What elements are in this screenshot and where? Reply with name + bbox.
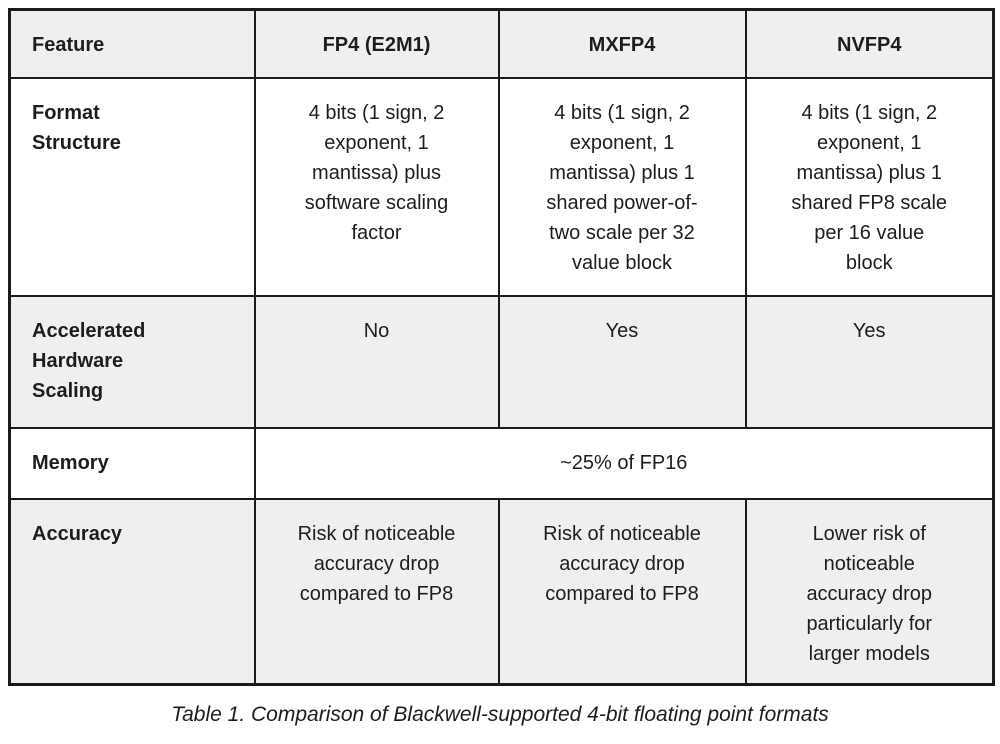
column-header-fp4-e2m1: FP4 (E2M1) (253, 8, 500, 79)
comparison-table: Feature FP4 (E2M1) MXFP4 NVFP4 Format St… (8, 8, 995, 686)
row-accuracy: Accuracy Risk of noticeable accuracy dro… (8, 497, 995, 686)
cell-memory-all-formats: ~25% of FP16 (253, 426, 995, 500)
row-header-memory: Memory (8, 426, 256, 500)
column-header-nvfp4: NVFP4 (744, 8, 995, 79)
cell-accuracy-nvfp4: Lower risk of noticeable accuracy drop p… (744, 497, 995, 686)
cell-hardware-scaling-nvfp4: Yes (744, 294, 995, 429)
header-row: Feature FP4 (E2M1) MXFP4 NVFP4 (8, 8, 995, 79)
cell-accuracy-fp4: Risk of noticeable accuracy drop compare… (253, 497, 500, 686)
table-caption: Table 1. Comparison of Blackwell-support… (171, 703, 829, 726)
cell-hardware-scaling-fp4: No (253, 294, 500, 429)
column-header-mxfp4: MXFP4 (497, 8, 747, 79)
row-header-accelerated-hardware-scaling: Accelerated Hardware Scaling (8, 294, 256, 429)
row-header-accuracy: Accuracy (8, 497, 256, 686)
row-memory: Memory ~25% of FP16 (8, 426, 995, 500)
row-header-format-structure: Format Structure (8, 76, 256, 297)
cell-format-structure-fp4: 4 bits (1 sign, 2 exponent, 1 mantissa) … (253, 76, 500, 297)
cell-format-structure-mxfp4: 4 bits (1 sign, 2 exponent, 1 mantissa) … (497, 76, 747, 297)
row-accelerated-hardware-scaling: Accelerated Hardware Scaling No Yes Yes (8, 294, 995, 429)
row-format-structure: Format Structure 4 bits (1 sign, 2 expon… (8, 76, 995, 297)
cell-format-structure-nvfp4: 4 bits (1 sign, 2 exponent, 1 mantissa) … (744, 76, 995, 297)
cell-accuracy-mxfp4: Risk of noticeable accuracy drop compare… (497, 497, 747, 686)
column-header-feature: Feature (8, 8, 256, 79)
cell-hardware-scaling-mxfp4: Yes (497, 294, 747, 429)
